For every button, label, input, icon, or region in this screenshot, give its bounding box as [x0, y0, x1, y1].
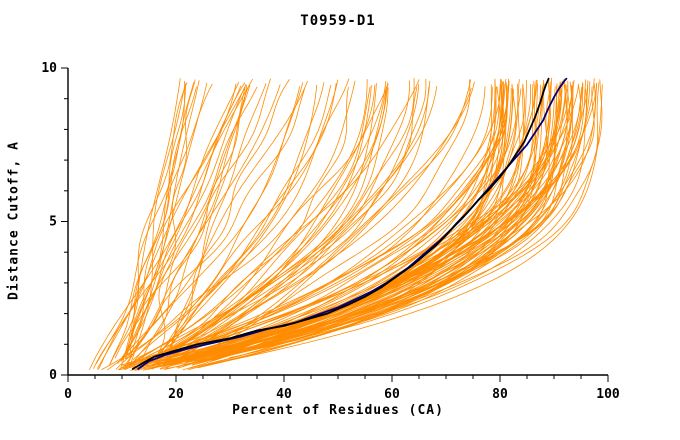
svg-text:5: 5	[49, 215, 57, 230]
svg-text:10: 10	[41, 61, 57, 76]
svg-text:0: 0	[49, 368, 57, 383]
axes: 0 20 40 60 80 100 0 5 10	[41, 61, 620, 402]
svg-text:100: 100	[596, 387, 620, 402]
chart-title: T0959-D1	[300, 13, 376, 29]
svg-text:80: 80	[492, 387, 508, 402]
ensemble-curves	[89, 77, 603, 371]
x-axis-label: Percent of Residues (CA)	[232, 403, 444, 418]
svg-text:40: 40	[276, 387, 292, 402]
curve-highlight-navy	[137, 77, 568, 370]
curve-highlight-black	[131, 77, 550, 370]
y-axis-label: Distance Cutoff, A	[6, 141, 22, 300]
svg-text:20: 20	[168, 387, 184, 402]
svg-text:0: 0	[64, 387, 72, 402]
svg-text:60: 60	[384, 387, 400, 402]
